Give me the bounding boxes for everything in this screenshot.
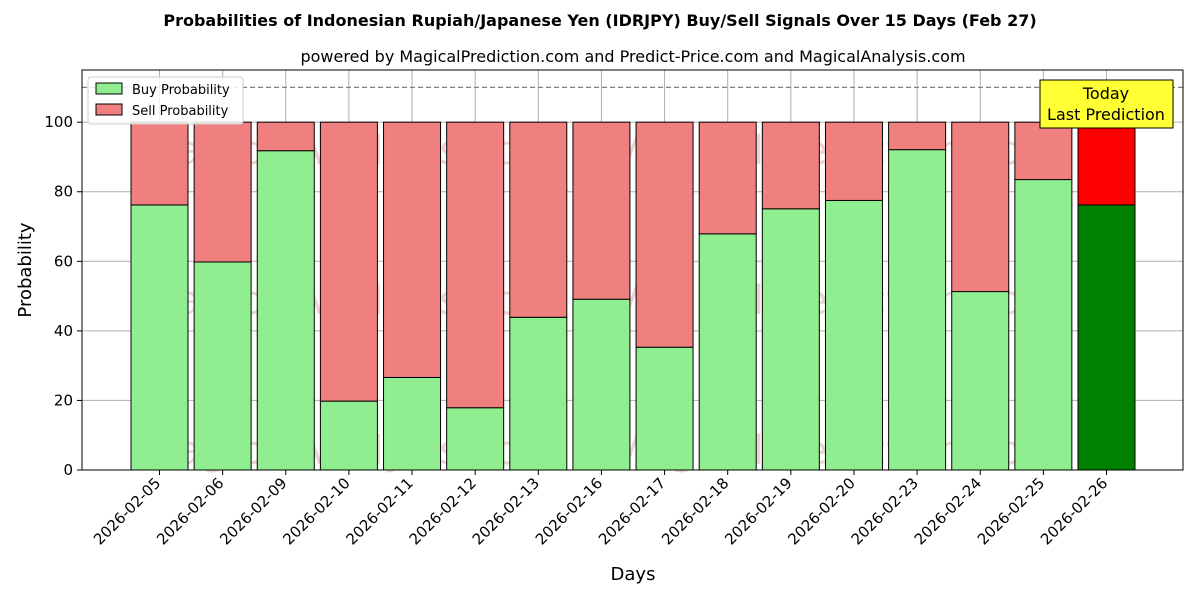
x-tick-label: 2026-02-20	[784, 474, 858, 548]
today-annotation-line2: Last Prediction	[1047, 105, 1165, 124]
bar-buy-2026-02-24	[951, 291, 1010, 471]
x-tick-label: 2026-02-26	[1037, 474, 1111, 548]
bar-sell-2026-02-06	[193, 121, 252, 263]
bar-buy-2026-02-19	[761, 208, 820, 471]
y-axis-ticks: 0 20 40 60 80 100	[44, 113, 82, 479]
bar-sell-2026-02-18	[698, 121, 757, 235]
y-tick-label: 80	[54, 183, 73, 201]
x-tick-label: 2026-02-23	[848, 474, 922, 548]
x-tick-label: 2026-02-12	[406, 474, 480, 548]
bar-sell-2026-02-20	[824, 121, 883, 201]
bar-buy-2026-02-11	[383, 376, 442, 471]
bar-sell-2026-02-17	[635, 121, 694, 348]
legend-box	[87, 76, 244, 125]
bar-sell-2026-02-23	[888, 121, 947, 151]
bar-buy-2026-02-10	[319, 400, 378, 471]
x-tick-label: 2026-02-06	[153, 474, 227, 548]
today-annotation-box	[1039, 79, 1174, 129]
x-tick-label: 2026-02-24	[911, 474, 985, 548]
today-annotation-line1: Today	[1082, 84, 1129, 103]
bar-sell-2026-02-26	[1077, 121, 1136, 206]
chart-subtitle: powered by MagicalPrediction.com and Pre…	[300, 47, 965, 66]
y-axis-label: Probability	[15, 222, 36, 317]
plot-frame	[81, 69, 1184, 471]
bar-buy-2026-02-20	[824, 199, 883, 471]
x-tick-label: 2026-02-25	[974, 474, 1048, 548]
bar-buy-2026-02-16	[572, 298, 631, 471]
bar-sell-2026-02-12	[446, 121, 505, 409]
legend-swatch-sell	[95, 103, 123, 116]
bar-sell-2026-02-25	[1014, 121, 1073, 181]
x-tick-label: 2026-02-13	[469, 474, 543, 548]
bar-buy-2026-02-09	[256, 150, 315, 471]
bar-sell-2026-02-10	[319, 121, 378, 402]
bar-buy-2026-02-12	[446, 407, 505, 471]
legend: Buy Probability Sell Probability	[87, 76, 244, 125]
bar-buy-2026-02-17	[635, 346, 694, 471]
bar-sell-2026-02-24	[951, 121, 1010, 293]
x-tick-label: 2026-02-16	[532, 474, 606, 548]
bar-buy-2026-02-05	[130, 204, 189, 471]
bar-sell-2026-02-13	[509, 121, 568, 318]
y-tick-label: 100	[44, 113, 73, 131]
bar-buy-2026-02-26	[1077, 204, 1136, 471]
bar-sell-2026-02-16	[572, 121, 631, 300]
x-axis-ticks: 2026-02-052026-02-062026-02-092026-02-10…	[90, 470, 1111, 548]
x-tick-label: 2026-02-17	[595, 474, 669, 548]
bar-buy-2026-02-23	[888, 149, 947, 471]
x-axis-label: Days	[611, 564, 656, 585]
bar-buy-2026-02-18	[698, 233, 757, 471]
y-tick-label: 0	[63, 461, 73, 479]
legend-label-buy: Buy Probability	[132, 83, 230, 98]
legend-swatch-buy	[95, 82, 123, 95]
legend-label-sell: Sell Probability	[132, 104, 229, 119]
x-tick-label: 2026-02-11	[342, 474, 416, 548]
y-tick-label: 20	[54, 391, 73, 409]
bar-buy-2026-02-13	[509, 316, 568, 471]
x-tick-label: 2026-02-19	[721, 474, 795, 548]
x-tick-label: 2026-02-09	[216, 474, 290, 548]
bar-buy-2026-02-25	[1014, 179, 1073, 471]
bar-sell-2026-02-11	[383, 121, 442, 378]
x-tick-label: 2026-02-10	[279, 474, 353, 548]
x-tick-label: 2026-02-05	[90, 474, 164, 548]
bar-sell-2026-02-09	[256, 121, 315, 152]
bar-buy-2026-02-06	[193, 261, 252, 471]
x-tick-label: 2026-02-18	[658, 474, 732, 548]
bar-sell-2026-02-05	[130, 121, 189, 206]
today-annotation: Today Last Prediction	[1039, 79, 1174, 129]
bar-sell-2026-02-19	[761, 121, 820, 210]
y-tick-label: 60	[54, 252, 73, 270]
bars	[130, 121, 1136, 471]
chart-title: Probabilities of Indonesian Rupiah/Japan…	[163, 11, 1036, 30]
y-tick-label: 40	[54, 322, 73, 340]
